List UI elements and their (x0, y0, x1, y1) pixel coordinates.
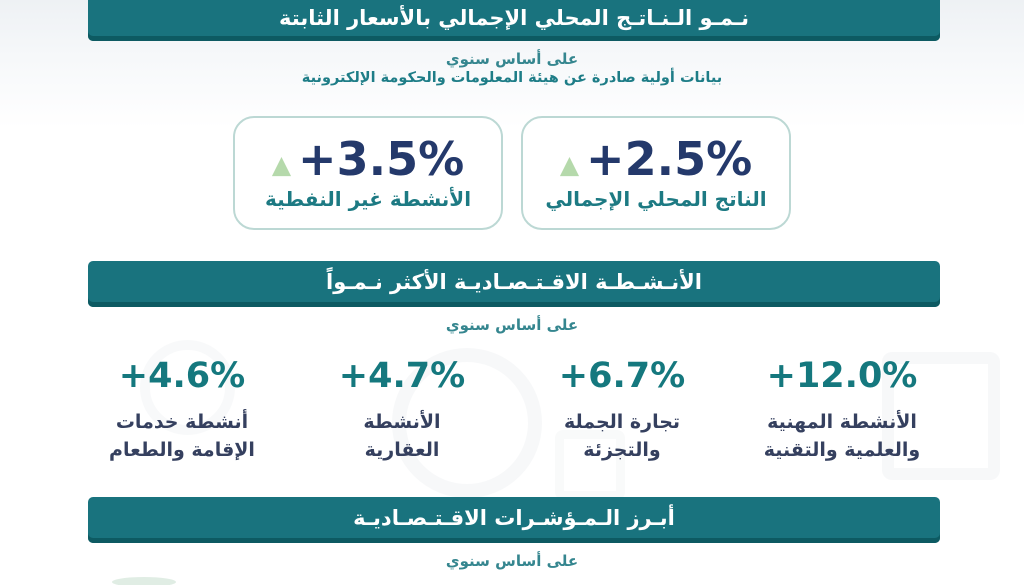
gdp-value: +2.5% (586, 132, 753, 187)
header-basis-label: على أساس سنوي (445, 50, 579, 68)
stat-label: تجارة الجملة والتجزئة (512, 408, 732, 465)
main-title: نـمـو الـنـاتـج المحلي الإجمالي بالأسعار… (279, 6, 749, 30)
stat-value: +6.7% (558, 356, 686, 396)
stat-label: الأنشطة المهنية والعلمية والتقنية (732, 408, 952, 465)
up-triangle-icon: ▲ (271, 149, 292, 179)
indicators-basis-label: على أساس سنوي (445, 552, 579, 570)
indicators-section-title-bar: أبـرز الـمـؤشـرات الاقـتـصـاديـة (88, 497, 940, 543)
main-title-bar: نـمـو الـنـاتـج المحلي الإجمالي بالأسعار… (88, 0, 940, 41)
non-oil-value: +3.5% (298, 132, 465, 187)
non-oil-label: الأنشطة غير النفطية (264, 186, 472, 211)
growth-basis-label: على أساس سنوي (445, 316, 579, 334)
stat-label: الأنشطة العقارية (292, 408, 512, 465)
stat-real-estate: +4.7% الأنشطة العقارية (292, 357, 512, 465)
stat-value: +12.0% (766, 356, 918, 396)
stat-label-line2: والتجزئة (583, 439, 661, 461)
stat-label: أنشطة خدمات الإقامة والطعام (72, 408, 292, 465)
stat-label-line2: والعلمية والتقنية (763, 439, 921, 461)
source-note: بيانات أولية صادرة عن هيئة المعلومات وال… (301, 70, 723, 86)
non-oil-activities-card: ▲ +3.5% الأنشطة غير النفطية (233, 116, 503, 230)
stat-label-line2: الإقامة والطعام (109, 439, 255, 461)
watermark-cropped-shape (112, 577, 176, 585)
up-triangle-icon: ▲ (559, 149, 580, 179)
stat-accommodation-food: +4.6% أنشطة خدمات الإقامة والطعام (72, 357, 292, 465)
gdp-label: الناتج المحلي الإجمالي (545, 186, 767, 211)
growth-stats-row: +12.0% الأنشطة المهنية والعلمية والتقنية… (72, 357, 952, 465)
growth-section-title-bar: الأنـشـطـة الاقـتـصـاديـة الأكثر نـمـواً (88, 261, 940, 307)
non-oil-value-row: ▲ +3.5% (271, 132, 465, 187)
stat-label-line1: تجارة الجملة (563, 410, 681, 433)
stat-label-line1: الأنشطة (363, 410, 441, 433)
stat-label-line1: الأنشطة المهنية (767, 410, 917, 433)
stat-label-line2: العقارية (364, 439, 440, 461)
stat-label-line1: أنشطة خدمات (115, 410, 249, 433)
gdp-value-row: ▲ +2.5% (559, 132, 753, 187)
stat-value: +4.7% (338, 356, 466, 396)
stat-value: +4.6% (118, 356, 246, 396)
summary-cards-row: ▲ +3.5% الأنشطة غير النفطية ▲ +2.5% النا… (0, 116, 1024, 230)
gdp-card: ▲ +2.5% الناتج المحلي الإجمالي (521, 116, 791, 230)
stat-professional-scientific: +12.0% الأنشطة المهنية والعلمية والتقنية (732, 357, 952, 465)
indicators-section-title: أبـرز الـمـؤشـرات الاقـتـصـاديـة (353, 505, 675, 530)
stat-wholesale-retail: +6.7% تجارة الجملة والتجزئة (512, 357, 732, 465)
growth-section-title: الأنـشـطـة الاقـتـصـاديـة الأكثر نـمـواً (326, 269, 702, 294)
